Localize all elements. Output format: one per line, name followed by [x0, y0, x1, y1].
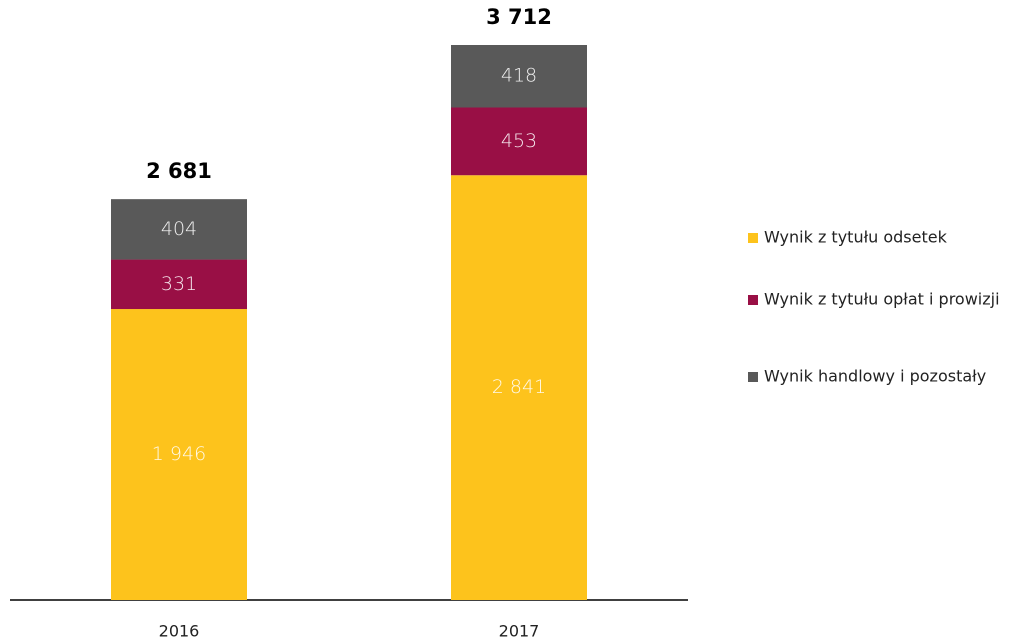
legend-label: Wynik handlowy i pozostały	[764, 367, 986, 386]
bar-segment	[111, 199, 247, 260]
data-label: 453	[501, 130, 537, 152]
legend-label: Wynik z tytułu odsetek	[764, 228, 948, 247]
x-tick-label: 2016	[159, 622, 200, 641]
data-label: 331	[161, 273, 197, 295]
total-label: 2 681	[146, 159, 212, 183]
total-label: 3 712	[486, 5, 552, 29]
data-label: 418	[501, 65, 537, 87]
bar-segment	[451, 175, 587, 600]
legend-swatch	[748, 295, 758, 305]
data-label: 2 841	[492, 376, 546, 398]
x-tick-label: 2017	[499, 622, 540, 641]
data-label: 1 946	[152, 443, 206, 465]
legend-swatch	[748, 233, 758, 243]
bar-segment	[451, 107, 587, 176]
bar-segment	[111, 259, 247, 310]
legend-swatch	[748, 372, 758, 382]
data-label: 404	[161, 218, 197, 240]
bar-segment	[451, 45, 587, 108]
bar-segment	[111, 309, 247, 600]
legend-label: Wynik z tytułu opłat i prowizji	[764, 290, 1000, 309]
